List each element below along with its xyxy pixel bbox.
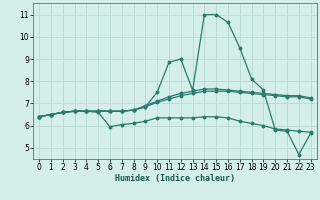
X-axis label: Humidex (Indice chaleur): Humidex (Indice chaleur) xyxy=(115,174,235,183)
